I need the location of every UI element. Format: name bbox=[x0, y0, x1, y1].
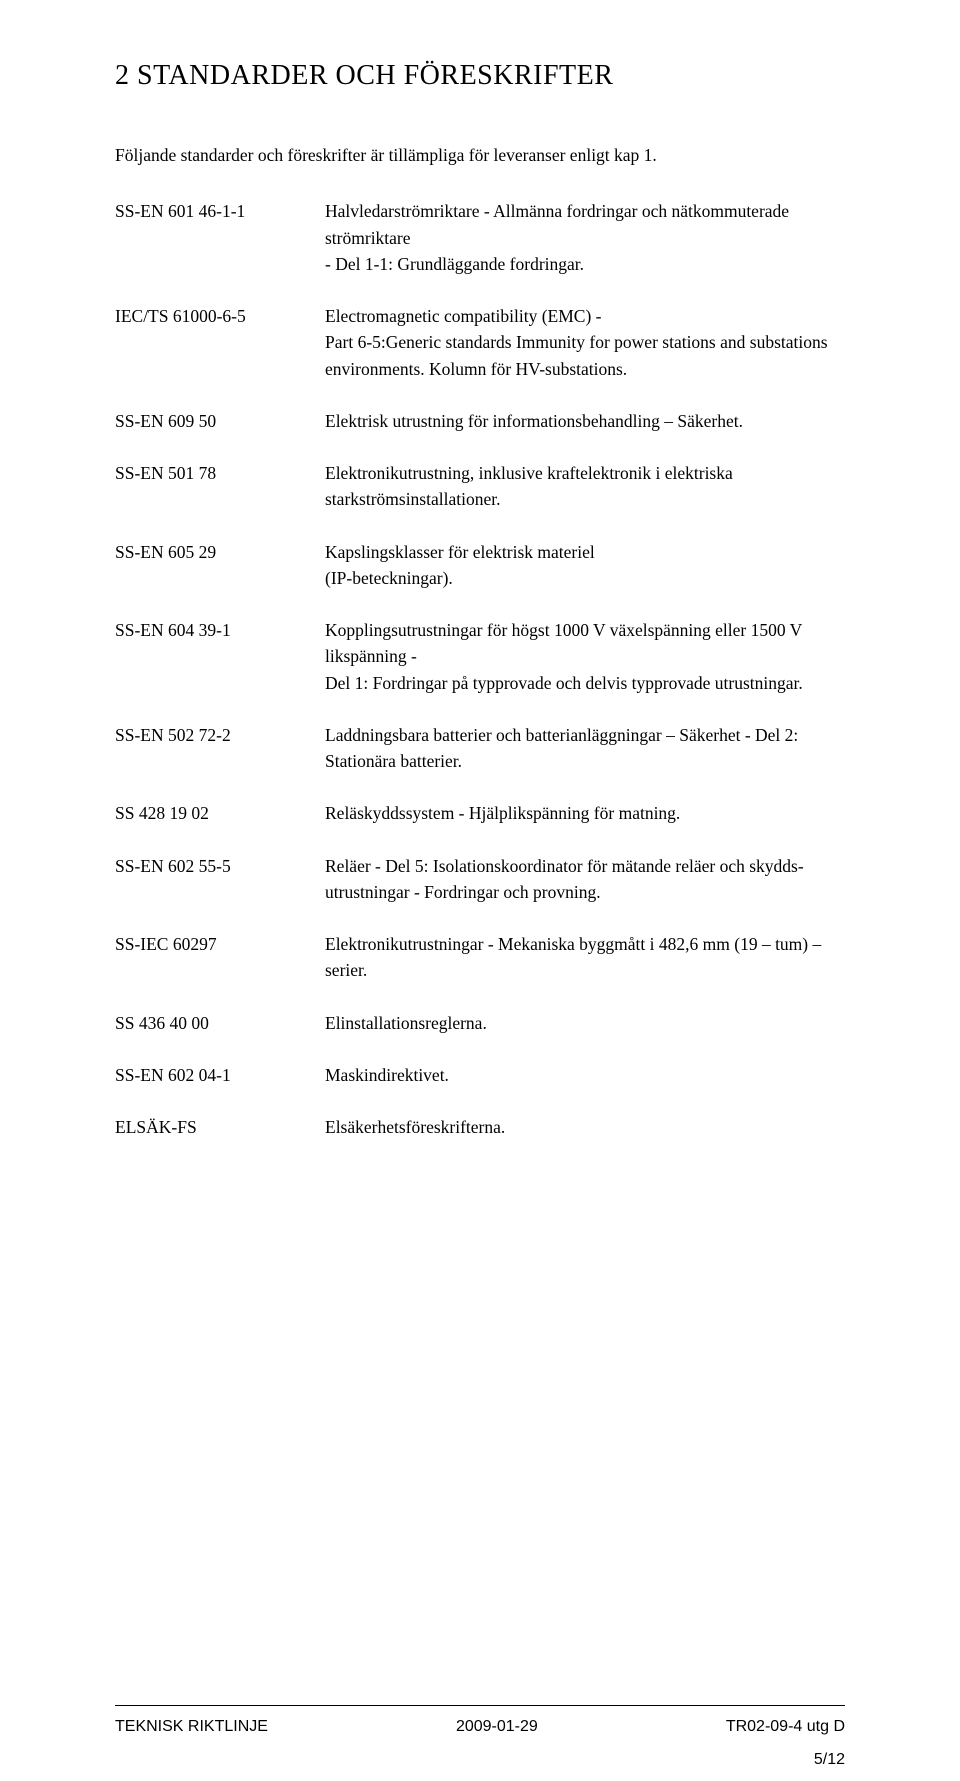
table-row: SS-EN 602 04-1 Maskindirektivet. bbox=[115, 1062, 845, 1088]
table-row: SS 436 40 00 Elinstallationsreglerna. bbox=[115, 1010, 845, 1036]
standard-desc: Elektrisk utrustning för informationsbeh… bbox=[325, 408, 845, 434]
standard-code: SS-EN 605 29 bbox=[115, 539, 325, 592]
standard-code: SS-EN 601 46-1-1 bbox=[115, 198, 325, 277]
standard-desc: Maskindirektivet. bbox=[325, 1062, 845, 1088]
table-row: ELSÄK-FS Elsäkerhetsföreskrifterna. bbox=[115, 1114, 845, 1140]
table-row: SS-IEC 60297 Elektronikutrustningar - Me… bbox=[115, 931, 845, 984]
footer-left: TEKNISK RIKTLINJE bbox=[115, 1718, 268, 1736]
standard-code: SS 436 40 00 bbox=[115, 1010, 325, 1036]
section-heading: 2 STANDARDER OCH FÖRESKRIFTER bbox=[115, 60, 845, 92]
table-row: SS-EN 601 46-1-1 Halvledarströmriktare -… bbox=[115, 198, 845, 277]
standards-list: SS-EN 601 46-1-1 Halvledarströmriktare -… bbox=[115, 198, 845, 1140]
standard-desc: Elinstallationsreglerna. bbox=[325, 1010, 845, 1036]
standard-code: SS-EN 609 50 bbox=[115, 408, 325, 434]
table-row: SS-EN 604 39-1 Kopplingsutrustningar för… bbox=[115, 617, 845, 696]
page-footer: TEKNISK RIKTLINJE 2009-01-29 TR02-09-4 u… bbox=[115, 1705, 845, 1736]
table-row: SS-EN 502 72-2 Laddningsbara batterier o… bbox=[115, 722, 845, 775]
standard-code: SS-EN 502 72-2 bbox=[115, 722, 325, 775]
standard-code: SS 428 19 02 bbox=[115, 800, 325, 826]
standard-desc: Kapslingsklasser för elektrisk materiel(… bbox=[325, 539, 845, 592]
footer-right: TR02-09-4 utg D bbox=[726, 1718, 845, 1736]
standard-code: IEC/TS 61000-6-5 bbox=[115, 303, 325, 382]
standard-desc: Halvledarströmriktare - Allmänna fordrin… bbox=[325, 198, 845, 277]
standard-code: SS-EN 501 78 bbox=[115, 460, 325, 513]
standard-desc: Reläer - Del 5: Isolationskoordinator fö… bbox=[325, 853, 845, 906]
table-row: SS 428 19 02 Reläskyddssystem - Hjälplik… bbox=[115, 800, 845, 826]
standard-desc: Electromagnetic compatibility (EMC) -Par… bbox=[325, 303, 845, 382]
standard-code: SS-EN 602 04-1 bbox=[115, 1062, 325, 1088]
standard-desc: Elektronikutrustningar - Mekaniska byggm… bbox=[325, 931, 845, 984]
standard-desc: Elektronikutrustning, inklusive kraftele… bbox=[325, 460, 845, 513]
table-row: SS-EN 501 78 Elektronikutrustning, inklu… bbox=[115, 460, 845, 513]
standard-desc: Laddningsbara batterier och batterianläg… bbox=[325, 722, 845, 775]
standard-desc: Reläskyddssystem - Hjälplikspänning för … bbox=[325, 800, 845, 826]
footer-center: 2009-01-29 bbox=[456, 1718, 538, 1736]
table-row: SS-EN 602 55-5 Reläer - Del 5: Isolation… bbox=[115, 853, 845, 906]
table-row: SS-EN 605 29 Kapslingsklasser för elektr… bbox=[115, 539, 845, 592]
standard-code: SS-IEC 60297 bbox=[115, 931, 325, 984]
intro-paragraph: Följande standarder och föreskrifter är … bbox=[115, 142, 845, 168]
table-row: SS-EN 609 50 Elektrisk utrustning för in… bbox=[115, 408, 845, 434]
page-number: 5/12 bbox=[814, 1751, 845, 1769]
standard-desc: Kopplingsutrustningar för högst 1000 V v… bbox=[325, 617, 845, 696]
table-row: IEC/TS 61000-6-5 Electromagnetic compati… bbox=[115, 303, 845, 382]
standard-code: SS-EN 602 55-5 bbox=[115, 853, 325, 906]
standard-desc: Elsäkerhetsföreskrifterna. bbox=[325, 1114, 845, 1140]
standard-code: ELSÄK-FS bbox=[115, 1114, 325, 1140]
standard-code: SS-EN 604 39-1 bbox=[115, 617, 325, 696]
